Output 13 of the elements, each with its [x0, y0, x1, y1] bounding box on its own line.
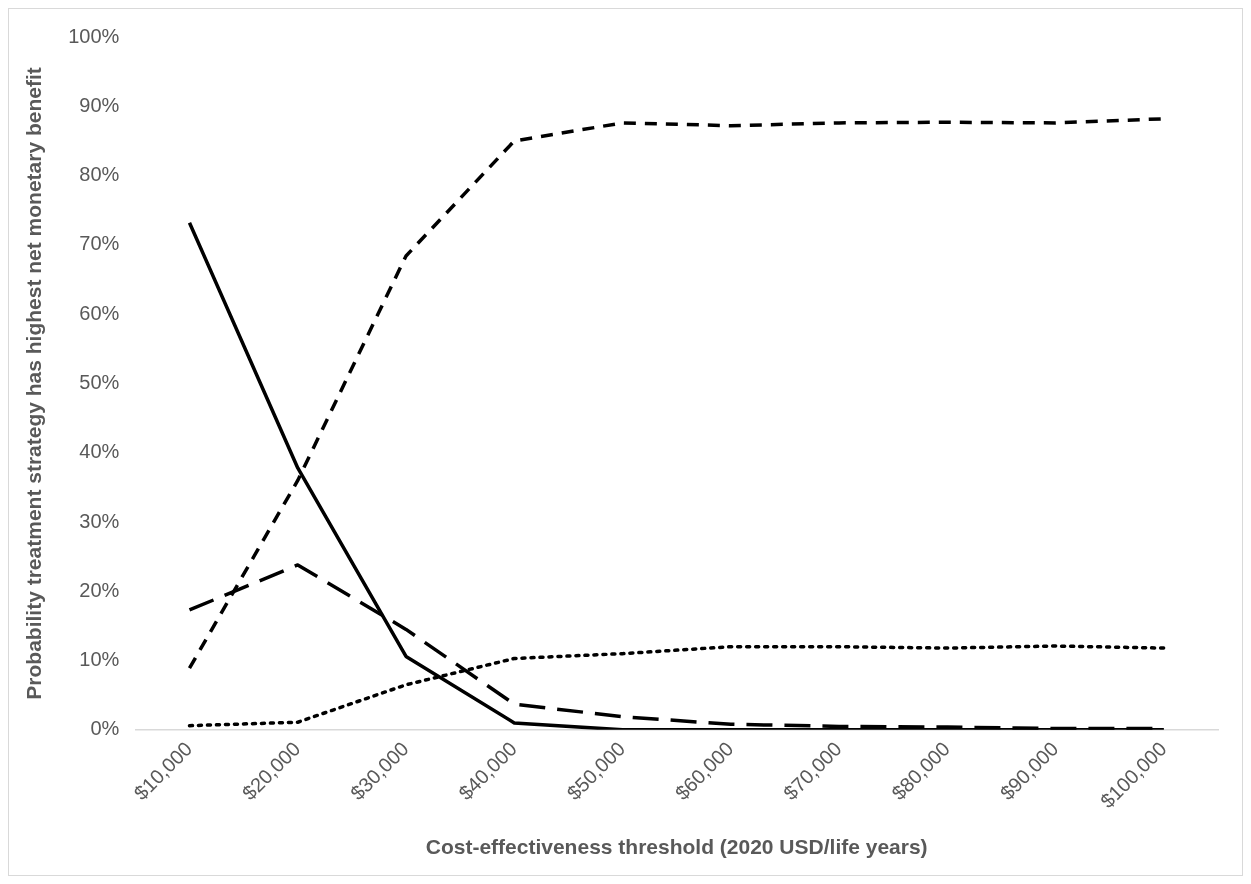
- y-tick-label: 60%: [79, 301, 120, 324]
- y-tick-label: 0%: [90, 717, 120, 740]
- y-tick-label: 50%: [79, 370, 120, 393]
- y-tick-label: 70%: [79, 232, 120, 255]
- x-axis-title: Cost-effectiveness threshold (2020 USD/life years): [425, 835, 928, 859]
- y-tick-label: 100%: [68, 24, 120, 47]
- y-tick-label: 90%: [79, 93, 120, 116]
- y-axis-title: Probability treatment strategy has highest net monetary benefit: [22, 67, 46, 700]
- y-tick-label: 40%: [79, 440, 120, 463]
- y-tick-label: 20%: [79, 578, 120, 601]
- y-tick-label: 80%: [79, 163, 120, 186]
- y-tick-label: 30%: [79, 509, 120, 532]
- y-tick-label: 10%: [79, 648, 120, 671]
